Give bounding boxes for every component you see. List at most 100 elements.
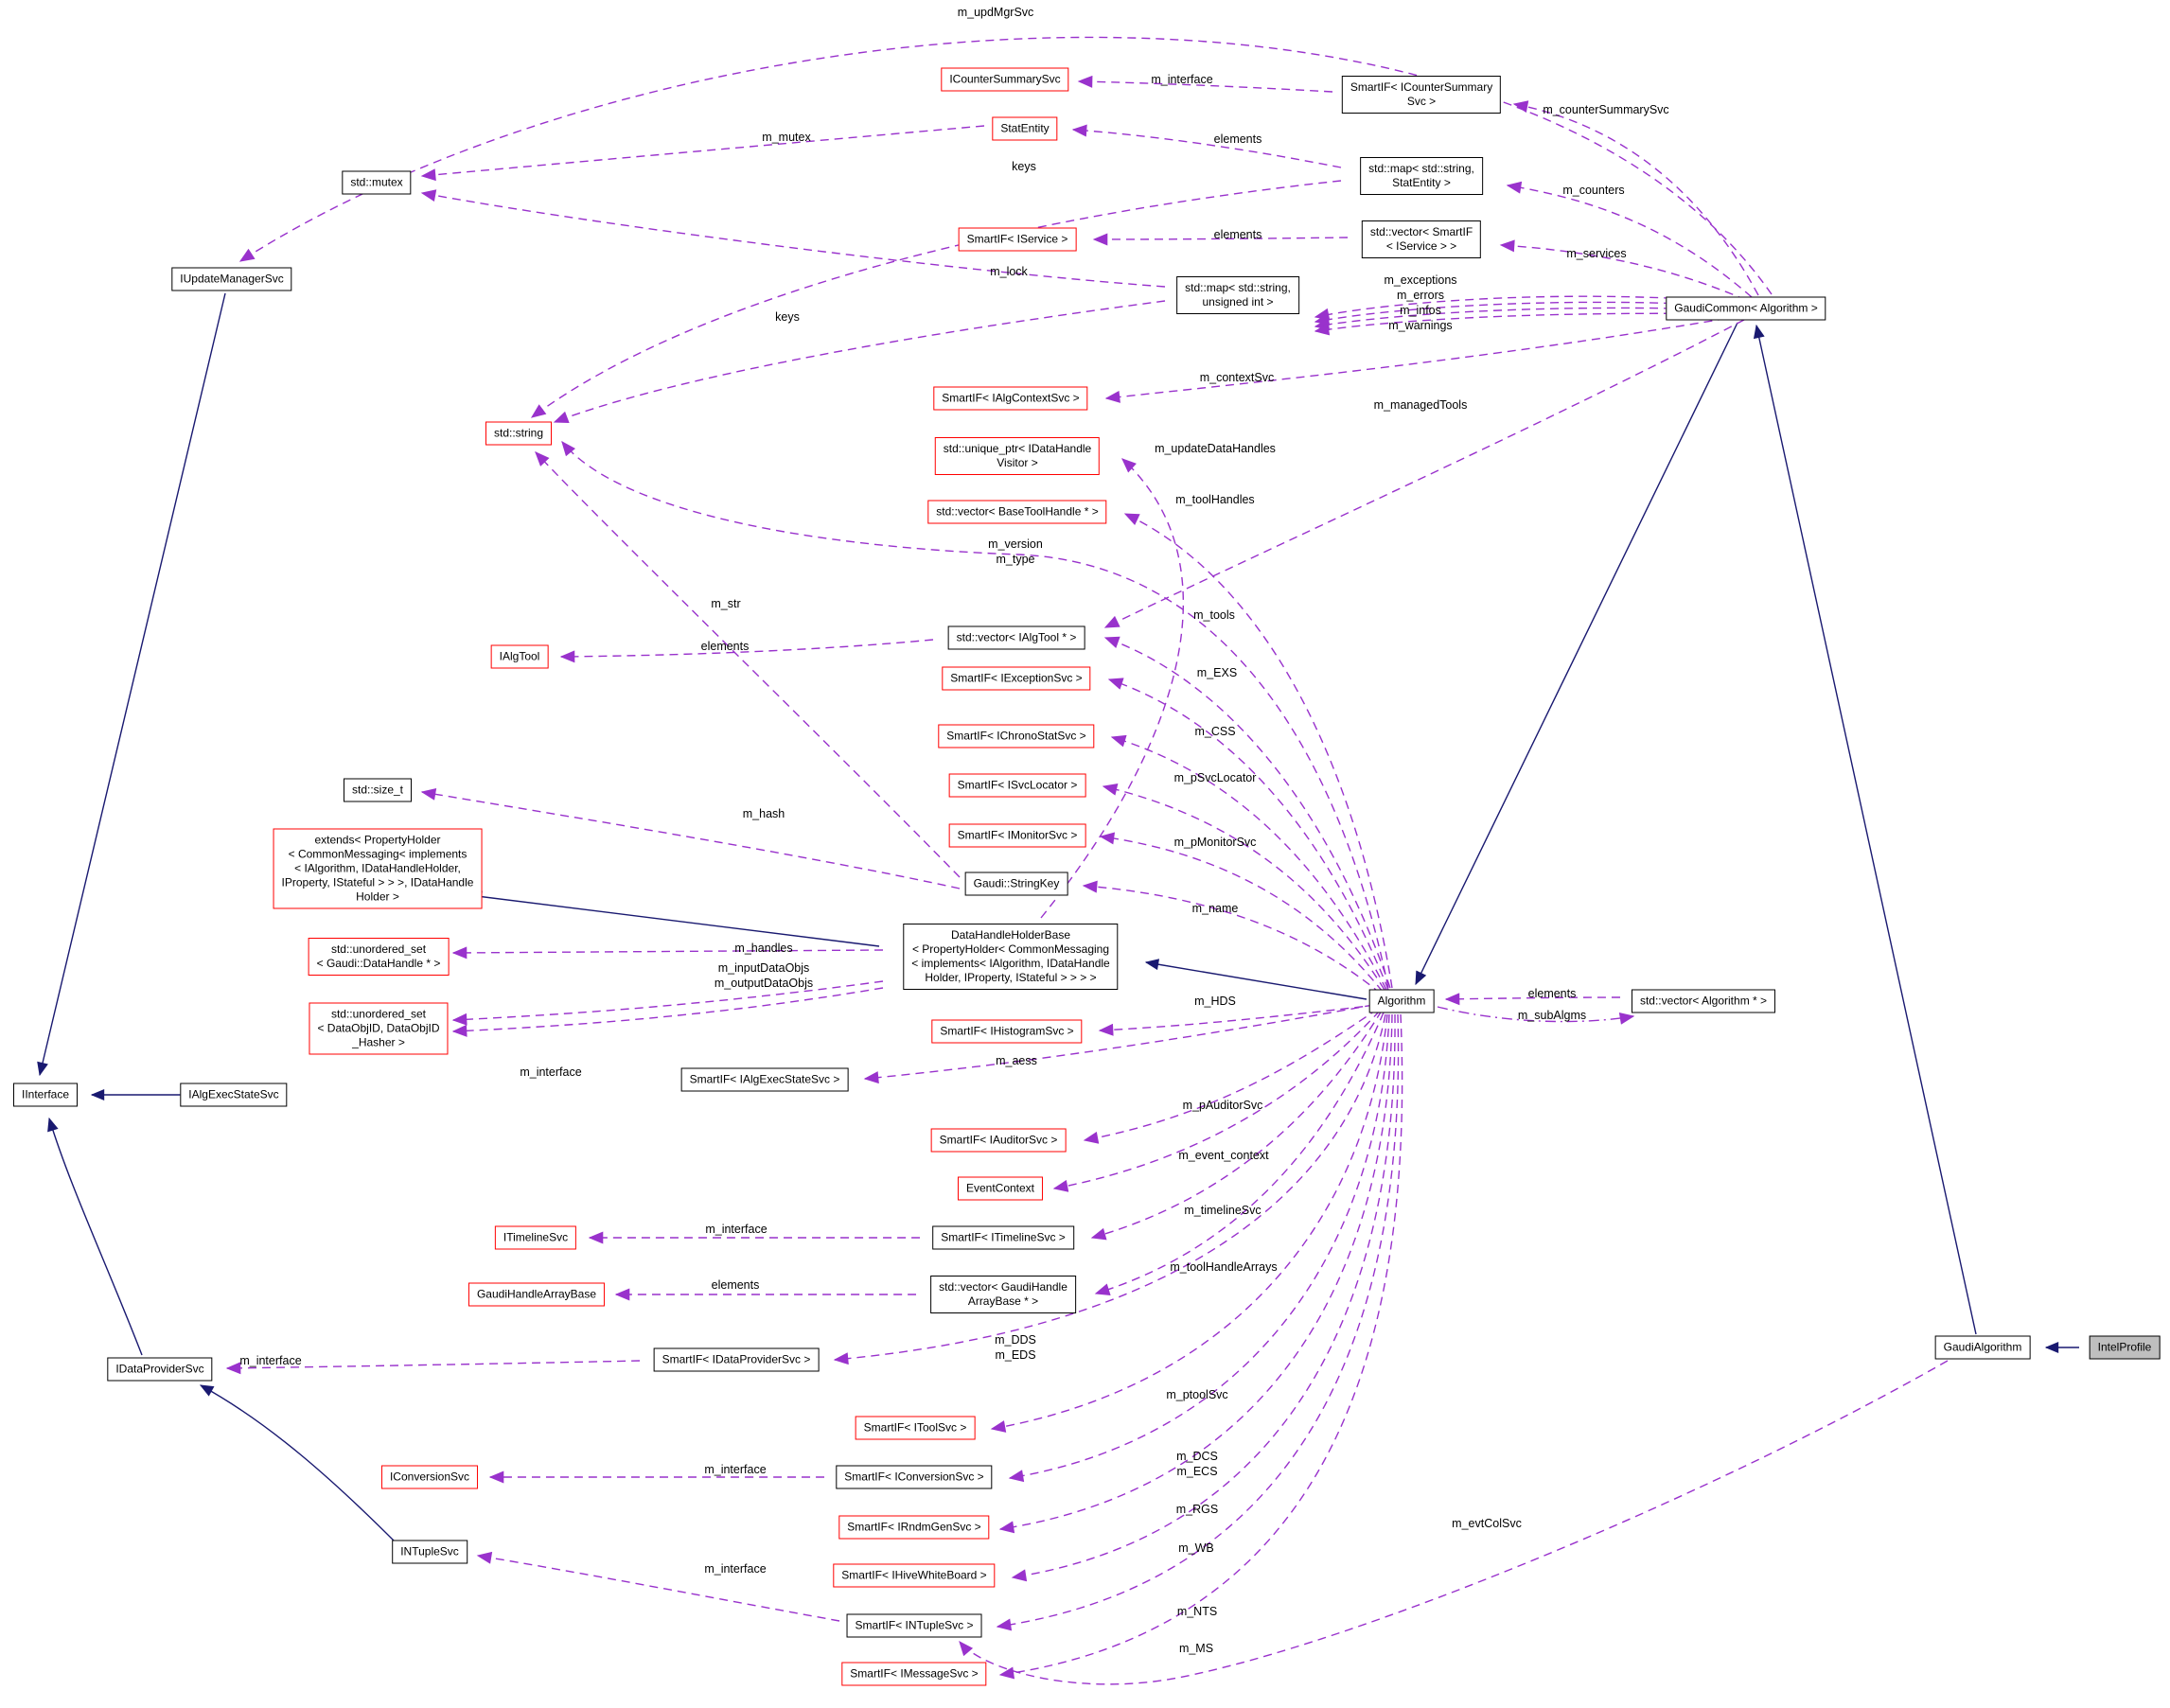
node-smartif-itimelinesvc[interactable]: SmartIF< ITimelineSvc > — [932, 1225, 1074, 1250]
node-smartif-intuplesvc[interactable]: SmartIF< INTupleSvc > — [846, 1613, 982, 1638]
node-smartif-isvclocator[interactable]: SmartIF< ISvcLocator > — [948, 773, 1086, 798]
edge-use-m-nts — [996, 1013, 1400, 1631]
node-smartif-ihivewhiteboard[interactable]: SmartIF< IHiveWhiteBoard > — [833, 1563, 996, 1588]
edge-use-m-lock — [420, 189, 1166, 288]
node-ialgtool[interactable]: IAlgTool — [490, 644, 549, 669]
node-datahandleholderbase[interactable]: DataHandleHolderBase < PropertyHolder< C… — [903, 924, 1119, 990]
edge-use-m-str — [535, 451, 961, 878]
edge-inherit-datahandleholderbase-to-extends — [468, 890, 880, 947]
edge-use-m-interface-idataprovidersvc — [225, 1360, 641, 1375]
edge-use-m-updatedatahandles — [1040, 458, 1185, 919]
edge-use-elements-algorithm — [1444, 993, 1621, 1006]
edge-label: m_CSS — [1194, 725, 1236, 738]
node-smartif-iconversionsvc[interactable]: SmartIF< IConversionSvc > — [836, 1465, 993, 1489]
edge-label: m_version m_type — [988, 537, 1043, 566]
node-std-vector-algorithm[interactable]: std::vector< Algorithm * > — [1631, 989, 1776, 1013]
edge-label: m_evtColSvc — [1452, 1517, 1522, 1530]
node-std-size-t[interactable]: std::size_t — [343, 778, 413, 802]
node-smartif-idataprovidersvc[interactable]: SmartIF< IDataProviderSvc > — [653, 1347, 820, 1372]
node-std-mutex[interactable]: std::mutex — [342, 170, 412, 195]
node-std-unordered-set-dataobjid[interactable]: std::unordered_set < DataObjID, DataObjI… — [309, 1002, 449, 1055]
node-gaudicommon-algorithm[interactable]: GaudiCommon< Algorithm > — [1666, 296, 1826, 321]
node-std-map-unsigned-int[interactable]: std::map< std::string, unsigned int > — [1176, 276, 1299, 314]
node-std-vector-smartif-iservice[interactable]: std::vector< SmartIF < IService > > — [1361, 220, 1482, 258]
edge-use-m-pauditorsvc — [1083, 1008, 1379, 1144]
edge-label: m_interface — [705, 1223, 767, 1236]
node-smartif-iauditorsvc[interactable]: SmartIF< IAuditorSvc > — [930, 1128, 1067, 1153]
edge-use-m-outputdataobjs — [451, 987, 884, 1037]
node-smartif-itoolsvc[interactable]: SmartIF< IToolSvc > — [855, 1416, 976, 1440]
node-algorithm[interactable]: Algorithm — [1368, 989, 1435, 1013]
edge-use-m-subalgms — [1437, 1006, 1635, 1025]
edge-use-m-wb — [1011, 1013, 1396, 1582]
node-icountersummarysvc[interactable]: ICounterSummarySvc — [941, 67, 1069, 92]
edge-use-m-interface-intuplesvc — [476, 1551, 840, 1622]
node-smartif-iexceptionsvc[interactable]: SmartIF< IExceptionSvc > — [942, 666, 1091, 691]
edge-label: elements — [1213, 228, 1262, 241]
edge-label: m_pAuditorSvc — [1182, 1099, 1263, 1112]
edge-inherit-idataprovidersvc-to-iinterface — [47, 1117, 143, 1356]
edge-use-m-psvclocator — [1102, 783, 1385, 991]
node-smartif-icountersummarysvc[interactable]: SmartIF< ICounterSummary Svc > — [1341, 76, 1502, 114]
node-std-unordered-set-datahandle[interactable]: std::unordered_set < Gaudi::DataHandle *… — [308, 938, 450, 976]
node-iconversionsvc[interactable]: IConversionSvc — [380, 1465, 479, 1489]
edge-use-m-hash — [420, 787, 961, 889]
edge-label: m_name — [1191, 902, 1239, 915]
node-idataprovidersvc[interactable]: IDataProviderSvc — [107, 1357, 213, 1382]
edge-label: elements — [1213, 132, 1262, 146]
node-statentity[interactable]: StatEntity — [992, 116, 1058, 141]
node-smartif-imessagesvc[interactable]: SmartIF< IMessageSvc > — [841, 1662, 987, 1686]
edge-label: keys — [1012, 160, 1036, 173]
edge-use-elements-statentity — [1071, 124, 1342, 168]
node-std-vector-ialgtool[interactable]: std::vector< IAlgTool * > — [947, 625, 1085, 650]
edge-label: m_tools — [1193, 608, 1235, 622]
node-intuplesvc[interactable]: INTupleSvc — [392, 1540, 468, 1564]
node-iinterface[interactable]: IInterface — [12, 1083, 79, 1107]
edge-label: m_str — [711, 597, 741, 610]
edge-use-m-interface-icountersummarysvc — [1077, 75, 1333, 93]
node-std-map-statentity[interactable]: std::map< std::string, StatEntity > — [1360, 157, 1483, 195]
node-gaudi-stringkey[interactable]: Gaudi::StringKey — [964, 872, 1068, 896]
node-eventcontext[interactable]: EventContext — [957, 1176, 1044, 1201]
edge-label: m_interface — [704, 1562, 767, 1576]
node-std-vector-gaudihandlearraybase[interactable]: std::vector< GaudiHandle ArrayBase * > — [930, 1276, 1076, 1313]
node-gaudialgorithm[interactable]: GaudiAlgorithm — [1934, 1335, 2031, 1360]
edge-label: m_interface — [704, 1463, 767, 1476]
edge-label: m_counters — [1562, 184, 1625, 197]
node-smartif-imonitorsvc[interactable]: SmartIF< IMonitorSvc > — [948, 823, 1086, 848]
edge-use-m-dds-m-eds — [833, 1013, 1386, 1365]
node-std-string[interactable]: std::string — [485, 421, 553, 446]
edge-use-elements-smartif-iservice — [1092, 233, 1349, 246]
node-ialgexecstatesvc[interactable]: IAlgExecStateSvc — [180, 1083, 288, 1107]
edge-label: m_DCS m_ECS — [1176, 1450, 1218, 1478]
edge-label: m_hash — [742, 807, 785, 820]
edge-inherit-intuplesvc-to-idataprovidersvc — [199, 1384, 397, 1544]
edge-use-m-hds — [1098, 1004, 1378, 1036]
node-iupdatemanagersvc[interactable]: IUpdateManagerSvc — [171, 267, 292, 291]
node-extends-propertyholder[interactable]: extends< PropertyHolder < CommonMessagin… — [273, 828, 483, 909]
edge-label: m_ptoolSvc — [1166, 1388, 1228, 1401]
node-itimelinesvc[interactable]: ITimelineSvc — [494, 1225, 577, 1250]
edge-label: m_counterSummarySvc — [1543, 103, 1669, 116]
node-smartif-ihistogramsvc[interactable]: SmartIF< IHistogramSvc > — [931, 1019, 1083, 1044]
edge-use-m-toolhandles — [1123, 513, 1393, 989]
node-smartif-iservice[interactable]: SmartIF< IService > — [958, 227, 1077, 252]
edge-use-m-version-m-type — [561, 440, 1389, 989]
edge-use-m-handles — [451, 946, 884, 960]
node-smartif-ialgexecstatesvc[interactable]: SmartIF< IAlgExecStateSvc > — [680, 1067, 849, 1092]
node-std-vector-basetoolhandle[interactable]: std::vector< BaseToolHandle * > — [927, 500, 1107, 524]
node-smartif-ichronostatsvc[interactable]: SmartIF< IChronoStatSvc > — [938, 724, 1095, 748]
node-smartif-ialgcontextsvc[interactable]: SmartIF< IAlgContextSvc > — [933, 386, 1088, 411]
edge-label: m_NTS — [1176, 1605, 1218, 1618]
edge-label: m_event_context — [1178, 1149, 1269, 1162]
node-gaudihandlearraybase[interactable]: GaudiHandleArrayBase — [468, 1282, 606, 1307]
node-smartif-irndmgensvc[interactable]: SmartIF< IRndmGenSvc > — [838, 1515, 990, 1540]
edge-label: m_toolHandles — [1175, 493, 1255, 506]
node-std-unique-ptr-idatahandlevisitor[interactable]: std::unique_ptr< IDataHandle Visitor > — [934, 437, 1101, 475]
edge-label: m_timelineSvc — [1184, 1204, 1261, 1217]
edge-use-m-name — [1082, 880, 1382, 995]
edge-label: elements — [711, 1278, 760, 1292]
edge-inherit-iupdatemanagersvc-to-iinterface — [37, 292, 226, 1077]
edge-label: m_DDS m_EDS — [995, 1333, 1036, 1362]
